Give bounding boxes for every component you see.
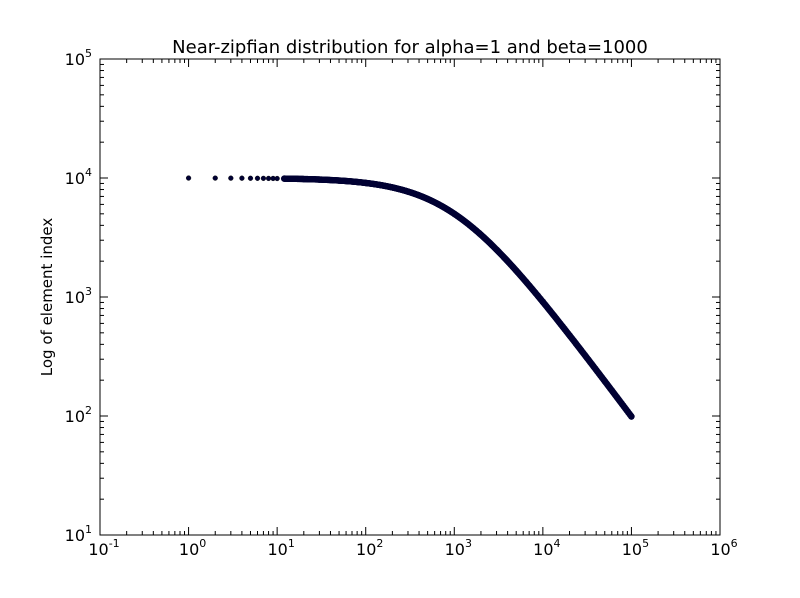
data-point — [254, 175, 261, 181]
x-tick-label: 10-1 — [88, 537, 119, 559]
data-point — [185, 175, 192, 181]
y-tick-label: 101 — [65, 523, 92, 545]
y-tick-label: 102 — [65, 404, 92, 426]
data-point — [274, 175, 280, 182]
axis-ticks: 10-1 100 101 102 103 104 105 106 101 102 103 104 105 — [65, 47, 738, 559]
data-point — [228, 175, 234, 181]
y-tick-label: 104 — [65, 166, 92, 188]
y-axis-label: Log of element index — [38, 218, 56, 377]
chart-title: Near-zipfian distribution for alpha=1 an… — [172, 37, 648, 58]
x-tick-label: 102 — [356, 537, 383, 559]
data-point — [628, 413, 635, 420]
data-point — [212, 175, 218, 181]
data-point — [239, 175, 245, 181]
data-points — [185, 175, 635, 420]
data-point — [247, 175, 254, 181]
plot-frame — [99, 58, 721, 536]
y-tick-label: 105 — [65, 47, 92, 69]
x-tick-label: 103 — [445, 537, 472, 559]
x-tick-label: 101 — [267, 537, 294, 559]
x-tick-label: 105 — [622, 537, 649, 559]
y-tick-label: 103 — [65, 285, 92, 307]
data-point — [260, 175, 267, 181]
x-tick-label: 104 — [533, 537, 560, 559]
data-point — [265, 175, 272, 182]
x-tick-label: 100 — [179, 537, 206, 559]
x-tick-label: 106 — [710, 537, 737, 559]
